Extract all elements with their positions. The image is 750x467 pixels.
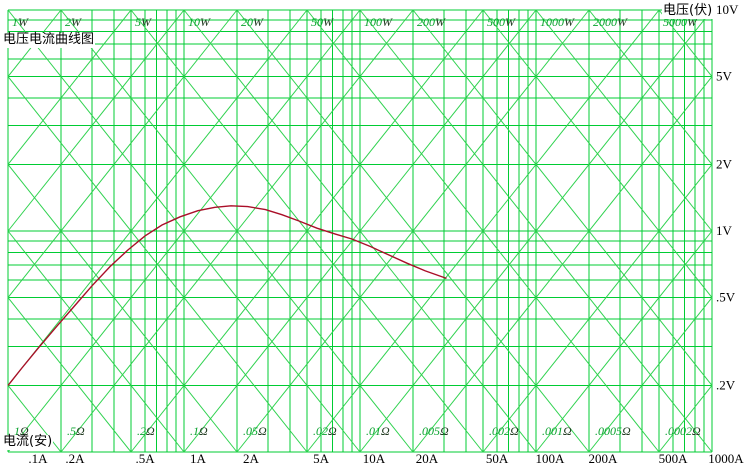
power-line-label: 2000W xyxy=(593,15,628,29)
y-tick-label: 2V xyxy=(716,156,733,171)
x-tick-label: .1A xyxy=(28,451,48,466)
resistance-line-label: .001Ω xyxy=(542,424,572,438)
resistance-line-label: 1Ω xyxy=(14,424,29,438)
x-tick-label: 20A xyxy=(416,451,439,466)
chart-title: 电压电流曲线图 xyxy=(2,32,96,48)
resistance-line-label: .002Ω xyxy=(489,424,519,438)
resistance-line xyxy=(183,9,537,453)
resistance-line-label: .02Ω xyxy=(313,424,337,438)
y-tick-label: 10V xyxy=(716,2,739,17)
y-tick-label: 5V xyxy=(716,69,733,84)
resistance-line xyxy=(236,9,590,453)
resistance-line-label: .005Ω xyxy=(419,424,449,438)
vi-curve-series xyxy=(7,205,447,386)
resistance-line-label: .1Ω xyxy=(190,424,208,438)
y-tick-label: 1V xyxy=(716,223,733,238)
x-tick-label: .5A xyxy=(135,451,155,466)
x-tick-label: 100A xyxy=(536,451,566,466)
x-tick-label: 200A xyxy=(589,451,619,466)
y-tick-label: .2V xyxy=(716,377,736,392)
x-tick-label: 500A xyxy=(659,451,689,466)
power-line-label: 10W xyxy=(188,15,211,29)
resistance-line-label: .01Ω xyxy=(366,424,390,438)
x-tick-label: 1000A xyxy=(708,451,744,466)
y-tick-label: .5V xyxy=(716,290,736,305)
power-line-label: 5W xyxy=(135,15,152,29)
resistance-line xyxy=(7,9,238,298)
power-line-label: 20W xyxy=(241,15,264,29)
axis-tick-labels: 1W 2W 5W 10W 20W 50W 100W 200W 500W 1000W 2000W 500… xyxy=(12,2,744,466)
resistance-line-label: .0002Ω xyxy=(665,424,701,438)
x-tick-label: 1A xyxy=(190,451,207,466)
resistance-line xyxy=(588,297,713,453)
resistance-line-label: .05Ω xyxy=(243,424,267,438)
x-tick-label: 5A xyxy=(313,451,330,466)
x-tick-label: .2A xyxy=(65,451,85,466)
resistance-line xyxy=(7,9,132,165)
diagonal-guides xyxy=(7,9,713,453)
power-line-label: 2W xyxy=(65,15,82,29)
resistance-line xyxy=(658,385,713,453)
x-axis-title: 电流(安) xyxy=(2,434,54,450)
resistance-line xyxy=(535,230,713,453)
resistance-line xyxy=(7,9,361,453)
resistance-line-label: .5Ω xyxy=(67,424,85,438)
x-tick-label: 50A xyxy=(486,451,509,466)
resistance-line xyxy=(359,9,713,453)
resistance-line xyxy=(482,164,713,453)
power-line-label: 500W xyxy=(487,15,516,29)
resistance-line xyxy=(7,9,185,232)
power-line-label: 1W xyxy=(12,15,29,29)
power-line-label: 50W xyxy=(311,15,334,29)
y-axis-title: 电压(伏) xyxy=(662,3,714,19)
power-line-label: 100W xyxy=(364,15,393,29)
resistance-line xyxy=(60,9,414,453)
resistance-line-label: .2Ω xyxy=(137,424,155,438)
resistance-line xyxy=(130,9,484,453)
resistance-line xyxy=(412,76,713,453)
resistance-line xyxy=(306,9,660,453)
x-tick-label: 10A xyxy=(363,451,386,466)
resistance-line xyxy=(7,9,308,386)
x-tick-label: 2A xyxy=(243,451,260,466)
resistance-line-label: .0005Ω xyxy=(595,424,631,438)
power-line-label: 1000W xyxy=(540,15,575,29)
power-line-label: 200W xyxy=(417,15,446,29)
vi-curve xyxy=(7,205,447,386)
